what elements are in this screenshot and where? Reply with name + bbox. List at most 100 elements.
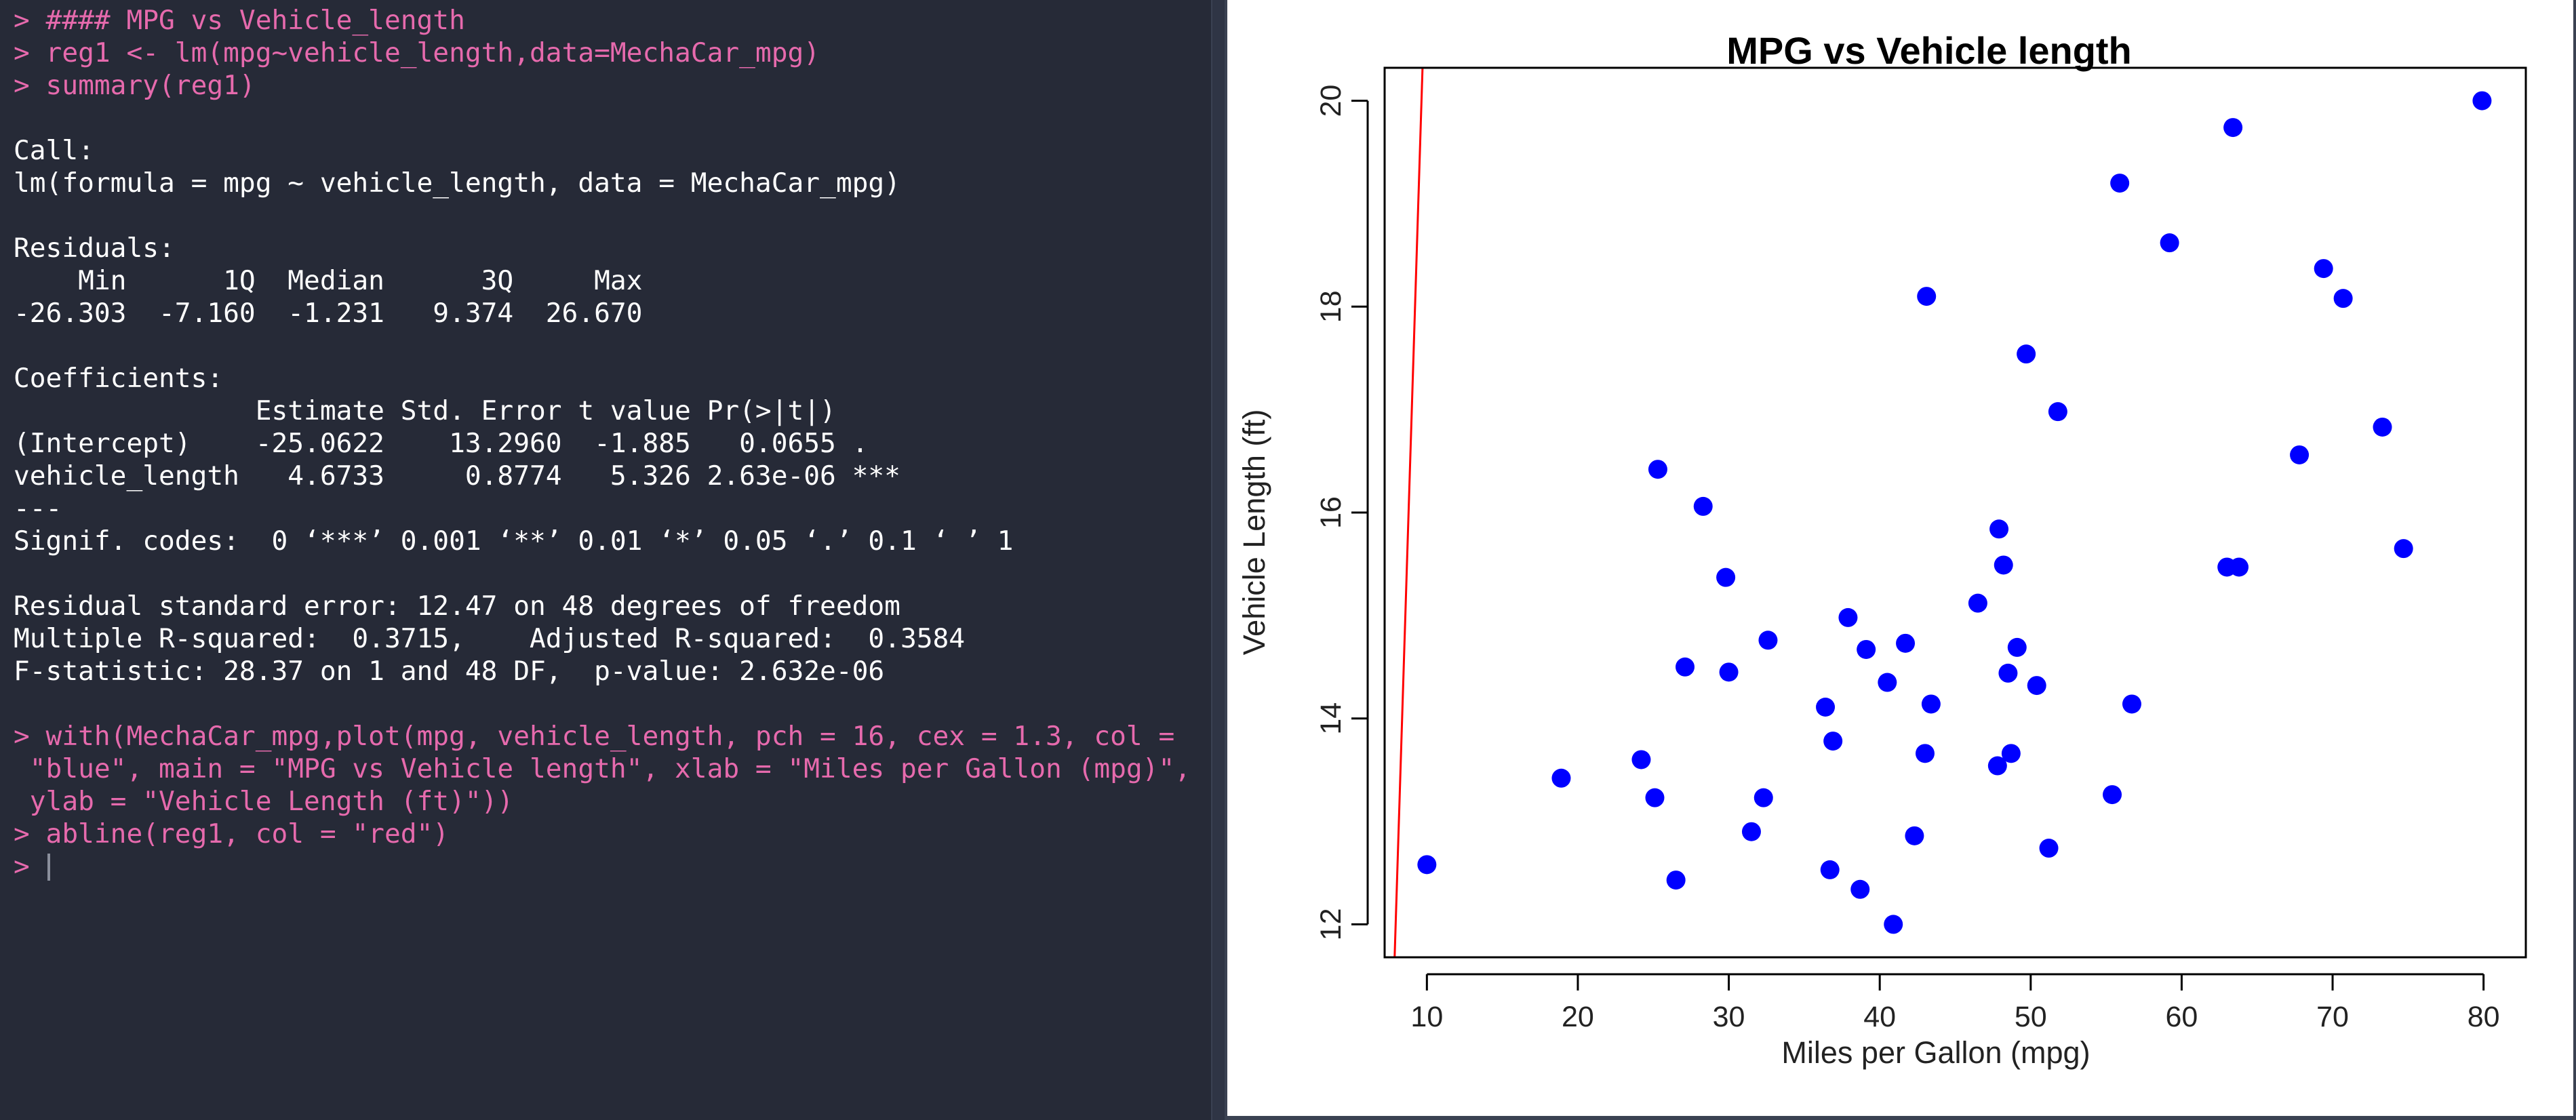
data-point <box>2122 694 2141 714</box>
x-axis-label: Miles per Gallon (mpg) <box>1781 1035 2090 1070</box>
x-tick-label: 20 <box>1562 1001 1594 1033</box>
data-point <box>1878 673 1897 692</box>
x-tick-label: 50 <box>2015 1001 2047 1033</box>
data-point <box>1921 694 1941 714</box>
console-command-line: ylab = "Vehicle Length (ft)")) <box>14 786 514 817</box>
plot-frame <box>1383 66 2527 959</box>
data-point <box>1823 732 1843 751</box>
scatter-plot: MPG vs Vehicle length 10 20 30 40 50 60 70 80 1… <box>1237 29 2527 1070</box>
data-point <box>2314 259 2333 279</box>
data-point <box>1850 879 1870 899</box>
console-output-line: Coefficients: <box>14 363 224 394</box>
y-tick-label: 14 <box>1315 702 1347 735</box>
console-output-line <box>14 199 1204 232</box>
data-point <box>1857 639 1876 659</box>
console-command-line: "blue", main = "MPG vs Vehicle length", … <box>14 753 1191 784</box>
regression-line <box>1393 68 1424 957</box>
data-point <box>1758 631 1778 650</box>
regression-line-group <box>1393 68 1424 957</box>
console-command-line: > #### MPG vs Vehicle_length <box>14 5 465 36</box>
data-point <box>1666 871 1686 890</box>
data-point <box>1741 822 1761 841</box>
console-output-line <box>14 102 1204 134</box>
console-output-line: Multiple R-squared: 0.3715, Adjusted R-s… <box>14 623 981 654</box>
x-tick-label: 30 <box>1713 1001 1745 1033</box>
x-tick-label: 40 <box>1863 1001 1896 1033</box>
console-command-line: > reg1 <- lm(mpg~vehicle_length,data=Mec… <box>14 37 820 68</box>
data-point <box>2160 233 2179 253</box>
data-point <box>1884 915 1903 934</box>
console-output-line: --- <box>14 493 62 524</box>
x-axis: 10 20 30 40 50 60 70 80 <box>1410 973 2500 1033</box>
console-output-line: Estimate Std. Error t value Pr(>|t|) <box>14 395 900 426</box>
data-point <box>2223 118 2243 138</box>
console-output-line: vehicle_length 4.6733 0.8774 5.326 2.63e… <box>14 460 900 492</box>
data-point <box>2290 445 2310 464</box>
data-point <box>1676 657 1695 677</box>
x-tick-label: 80 <box>2468 1001 2500 1033</box>
data-point <box>1994 555 2013 575</box>
data-point <box>1648 460 1667 479</box>
data-point <box>2373 417 2392 437</box>
console-output-line: lm(formula = mpg ~ vehicle_length, data … <box>14 167 900 199</box>
console-output-line: Residuals: <box>14 233 175 264</box>
data-point <box>1968 593 1987 613</box>
console-pane[interactable]: > #### MPG vs Vehicle_length > reg1 <- lm… <box>0 0 1211 1120</box>
data-point <box>2110 174 2130 193</box>
data-point <box>1838 607 1858 627</box>
console-command-line: > summary(reg1) <box>14 70 256 101</box>
data-point <box>1915 744 1935 763</box>
data-point <box>2103 785 2122 805</box>
data-point <box>1631 750 1651 769</box>
data-point <box>1989 519 2009 539</box>
data-point <box>1820 860 1840 879</box>
data-point <box>1816 698 1836 717</box>
data-point <box>2394 539 2413 559</box>
data-point <box>1645 788 1665 807</box>
data-point <box>2048 402 2067 422</box>
y-tick-label: 20 <box>1315 85 1347 117</box>
console-output-line <box>14 687 1204 720</box>
console-output-line: Call: <box>14 135 94 166</box>
console-output-line <box>14 329 1204 362</box>
data-point <box>2039 839 2059 858</box>
x-tick-label: 70 <box>2316 1001 2349 1033</box>
data-point <box>1693 496 1713 516</box>
console-output-line: -26.303 -7.160 -1.231 9.374 26.670 <box>14 298 659 329</box>
data-point <box>1719 662 1739 682</box>
console-output: > #### MPG vs Vehicle_length > reg1 <- lm… <box>14 4 1204 883</box>
y-tick-label: 18 <box>1315 290 1347 323</box>
data-point <box>2333 289 2353 308</box>
y-tick-label: 12 <box>1315 908 1347 940</box>
data-point <box>2017 344 2036 364</box>
plot-title: MPG vs Vehicle length <box>1726 29 2132 72</box>
console-output-line: Min 1Q Median 3Q Max <box>14 265 659 296</box>
y-axis: 12 14 16 18 20 <box>1315 85 1369 940</box>
data-point <box>1753 788 1773 807</box>
y-tick-label: 16 <box>1315 496 1347 529</box>
pane-splitter[interactable] <box>1211 0 1226 1120</box>
console-output-line: Signif. codes: 0 ‘***’ 0.001 ‘**’ 0.01 ‘… <box>14 525 1014 557</box>
data-point <box>1716 567 1736 587</box>
data-point <box>2027 676 2046 696</box>
plots-pane: MPG vs Vehicle length 10 20 30 40 50 60 70 80 1… <box>1226 0 2576 1120</box>
plot-canvas: MPG vs Vehicle length 10 20 30 40 50 60 70 80 1… <box>1227 0 2573 1116</box>
data-point <box>1896 633 1916 653</box>
data-point <box>1417 855 1437 875</box>
data-point <box>1551 768 1571 788</box>
console-output-line: Residual standard error: 12.47 on 48 deg… <box>14 591 900 622</box>
data-point <box>1905 826 1924 845</box>
data-point <box>1987 756 2007 776</box>
data-point <box>1917 287 1937 306</box>
x-tick-label: 60 <box>2166 1001 2198 1033</box>
console-command-line: > with(MechaCar_mpg,plot(mpg, vehicle_le… <box>14 721 1175 752</box>
data-point <box>2001 744 2021 763</box>
console-command-line: > <box>14 850 1204 883</box>
data-points <box>1417 91 2492 934</box>
console-command-line: > abline(reg1, col = "red") <box>14 818 450 849</box>
data-point <box>2472 91 2492 111</box>
y-axis-label: Vehicle Length (ft) <box>1237 409 1271 656</box>
console-output-line: F-statistic: 28.37 on 1 and 48 DF, p-val… <box>14 656 885 687</box>
console-output-line <box>14 557 1204 590</box>
